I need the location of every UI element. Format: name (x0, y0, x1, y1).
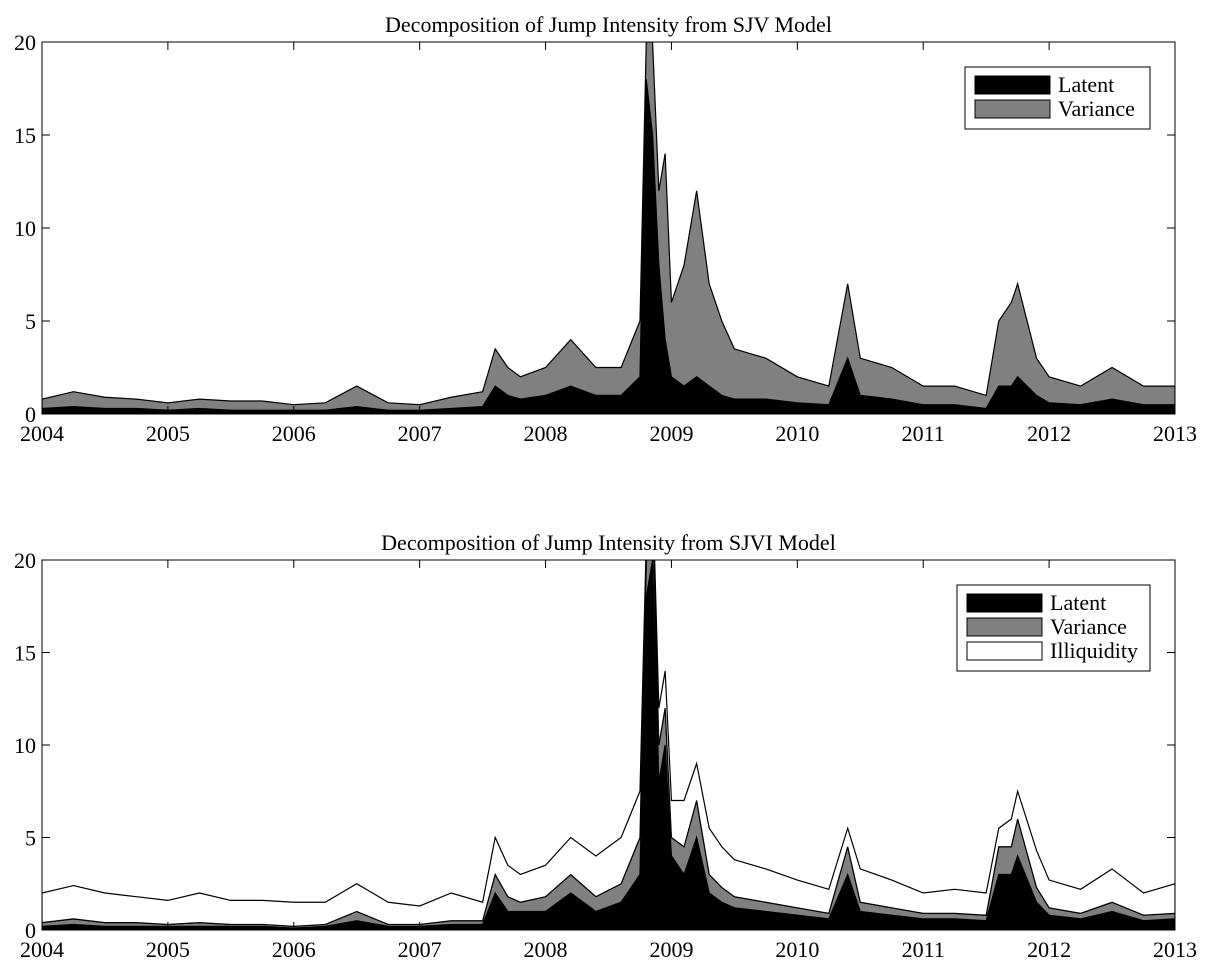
x-tick-label: 2008 (524, 421, 568, 446)
x-tick-label: 2012 (1027, 937, 1071, 962)
x-tick-label: 2010 (775, 421, 819, 446)
legend-swatch (966, 593, 1043, 613)
x-tick-label: 2011 (902, 937, 945, 962)
legend-swatch (974, 75, 1051, 95)
legend-swatch (966, 641, 1043, 661)
y-tick-label: 20 (14, 30, 36, 55)
area (42, 42, 1175, 411)
plot-area (42, 560, 1175, 930)
x-tick-label: 2009 (649, 421, 693, 446)
x-tick-label: 2006 (272, 937, 316, 962)
x-tick-label: 2009 (649, 937, 693, 962)
area (42, 560, 1175, 927)
x-tick-label: 2004 (20, 937, 64, 962)
y-tick-label: 15 (14, 641, 36, 666)
legend-label: Variance (1058, 96, 1135, 121)
x-tick-label: 2013 (1153, 937, 1197, 962)
legend-label: Variance (1050, 614, 1127, 639)
x-tick-label: 2004 (20, 421, 64, 446)
chart-title: Decomposition of Jump Intensity from SJV… (385, 12, 832, 37)
x-tick-label: 2005 (146, 937, 190, 962)
x-tick-label: 2011 (902, 421, 945, 446)
legend-swatch (974, 99, 1051, 119)
legend-label: Latent (1058, 72, 1114, 97)
y-tick-label: 10 (14, 733, 36, 758)
y-tick-label: 15 (14, 123, 36, 148)
y-tick-label: 0 (25, 402, 36, 427)
x-tick-label: 2005 (146, 421, 190, 446)
y-tick-label: 20 (14, 548, 36, 573)
y-tick-label: 0 (25, 918, 36, 943)
x-tick-label: 2006 (272, 421, 316, 446)
plot-area (42, 42, 1175, 414)
x-tick-label: 2013 (1153, 421, 1197, 446)
y-tick-label: 5 (25, 826, 36, 851)
legend-label: Latent (1050, 590, 1106, 615)
chart: Decomposition of Jump Intensity from SJV… (14, 12, 1197, 446)
x-tick-label: 2010 (775, 937, 819, 962)
x-tick-label: 2007 (398, 937, 442, 962)
legend-label: Illiquidity (1050, 638, 1138, 663)
x-tick-label: 2008 (524, 937, 568, 962)
legend-swatch (966, 617, 1043, 637)
y-tick-label: 10 (14, 216, 36, 241)
chart: Decomposition of Jump Intensity from SJV… (14, 530, 1197, 962)
x-tick-label: 2007 (398, 421, 442, 446)
y-tick-label: 5 (25, 309, 36, 334)
chart-title: Decomposition of Jump Intensity from SJV… (381, 530, 836, 555)
x-tick-label: 2012 (1027, 421, 1071, 446)
